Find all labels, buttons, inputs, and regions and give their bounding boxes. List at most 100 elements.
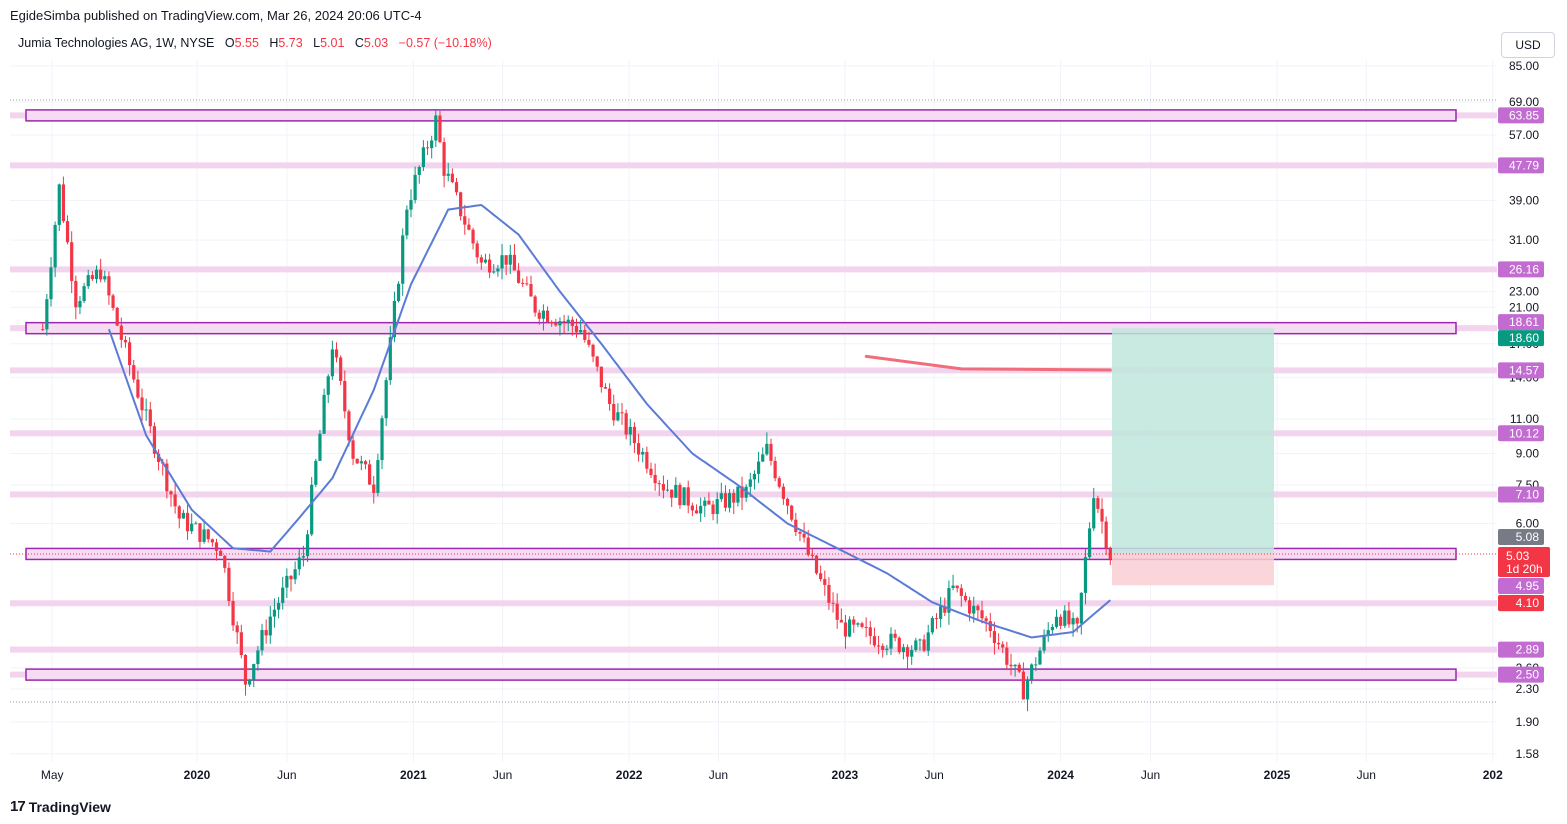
candle-body bbox=[839, 619, 843, 623]
candle-body bbox=[765, 443, 769, 455]
candle-body bbox=[686, 487, 690, 506]
close-label: C bbox=[354, 36, 364, 50]
candle-body bbox=[583, 330, 587, 340]
candle-body bbox=[984, 618, 988, 622]
candle-body bbox=[736, 486, 740, 503]
moving-average-line[interactable] bbox=[107, 203, 1111, 639]
x-tick-label: 2022 bbox=[616, 768, 643, 782]
level-band[interactable] bbox=[10, 491, 1497, 498]
currency-button[interactable]: USD bbox=[1501, 32, 1555, 58]
level-badge: 2.50 bbox=[1516, 668, 1540, 682]
candle-body bbox=[504, 255, 508, 265]
level-band[interactable] bbox=[10, 162, 1497, 169]
projection-line[interactable] bbox=[864, 354, 1112, 372]
level-badge-bg bbox=[1498, 314, 1544, 331]
candle-body bbox=[558, 321, 562, 326]
level-band[interactable] bbox=[10, 430, 1497, 437]
candle-body bbox=[959, 588, 963, 596]
candle-body bbox=[475, 243, 479, 258]
entry-badge: 4.95 bbox=[1516, 579, 1540, 593]
candle-body bbox=[260, 630, 264, 651]
candle-body bbox=[645, 451, 649, 469]
level-badge: 14.57 bbox=[1509, 363, 1539, 377]
candle-body bbox=[682, 487, 686, 506]
zone-rect[interactable] bbox=[25, 109, 1457, 122]
candle-body bbox=[914, 640, 918, 651]
candle-body bbox=[396, 283, 401, 301]
candle-body bbox=[574, 325, 579, 333]
x-tick-label: 2025 bbox=[1264, 768, 1291, 782]
candle-body bbox=[910, 650, 914, 657]
candle-body bbox=[794, 519, 798, 533]
candle-body bbox=[554, 322, 558, 326]
candle-body bbox=[438, 115, 442, 143]
level-badges: 63.8547.7926.1614.5710.127.103.782.892.5… bbox=[1498, 107, 1550, 683]
candle-body bbox=[769, 443, 773, 461]
candle-body bbox=[194, 523, 198, 525]
level-band[interactable] bbox=[10, 367, 1497, 374]
candle-body bbox=[777, 478, 781, 487]
level-band[interactable] bbox=[10, 646, 1497, 653]
tradingview-brand-text: TradingView bbox=[28, 798, 111, 815]
candle-body bbox=[223, 555, 227, 568]
target-zone[interactable] bbox=[1112, 328, 1274, 554]
candle-body bbox=[417, 166, 421, 175]
candle-body bbox=[632, 426, 637, 444]
candle-body bbox=[339, 357, 343, 381]
stop-zone[interactable] bbox=[1112, 553, 1274, 586]
candle-body bbox=[694, 510, 699, 514]
candle-body bbox=[1083, 557, 1088, 593]
candle-body bbox=[471, 229, 475, 244]
candle-body bbox=[872, 636, 877, 646]
candle-body bbox=[78, 301, 82, 308]
candle-body bbox=[53, 224, 57, 268]
high-value: 5.73 bbox=[278, 36, 303, 50]
candle-body bbox=[934, 618, 939, 620]
candle-body bbox=[107, 276, 111, 296]
candle-body bbox=[173, 494, 177, 507]
candle-body bbox=[889, 633, 893, 649]
candle-body bbox=[901, 647, 906, 653]
zone-rect[interactable] bbox=[25, 321, 1457, 335]
x-tick-label: Jun bbox=[709, 768, 728, 782]
candle-body bbox=[996, 642, 1001, 645]
candle-body bbox=[314, 460, 318, 485]
candle-body bbox=[185, 512, 190, 532]
level-badge-bg bbox=[1498, 666, 1544, 683]
y-tick-label: 11.00 bbox=[1510, 412, 1539, 426]
candle-body bbox=[819, 573, 823, 580]
open-value: 5.55 bbox=[234, 36, 259, 50]
tradingview-branding: 17 TradingView bbox=[10, 798, 111, 815]
candle-body bbox=[368, 464, 372, 485]
x-tick-label: 2020 bbox=[184, 768, 211, 782]
level-badge-bg bbox=[1498, 157, 1544, 174]
candle-body bbox=[86, 275, 90, 287]
candle-body bbox=[210, 539, 214, 543]
candle-body bbox=[587, 339, 591, 345]
candle-body bbox=[992, 631, 997, 643]
candle-body bbox=[310, 484, 314, 535]
candle-body bbox=[363, 461, 368, 465]
candle-body bbox=[963, 595, 968, 601]
candle-body bbox=[252, 664, 256, 680]
candle-body bbox=[848, 619, 852, 637]
candle-body bbox=[380, 418, 384, 461]
candle-body bbox=[541, 310, 546, 319]
zone-rect[interactable] bbox=[25, 668, 1457, 681]
candle-body bbox=[732, 493, 736, 503]
candle-body bbox=[790, 505, 794, 520]
change-value: −0.57 (−10.18%) bbox=[398, 36, 492, 50]
level-badge-bg bbox=[1498, 425, 1544, 442]
candle-body bbox=[430, 140, 434, 149]
level-band[interactable] bbox=[10, 600, 1497, 607]
level-band[interactable] bbox=[10, 266, 1497, 273]
level-badge: 63.85 bbox=[1509, 108, 1539, 122]
candle-body bbox=[119, 325, 123, 340]
candle-body bbox=[372, 484, 376, 493]
y-tick-label: 23.00 bbox=[1509, 285, 1539, 299]
open-label: O bbox=[224, 36, 235, 50]
candle-body bbox=[1013, 664, 1017, 667]
candle-body bbox=[492, 271, 496, 273]
candle-body bbox=[305, 534, 310, 557]
